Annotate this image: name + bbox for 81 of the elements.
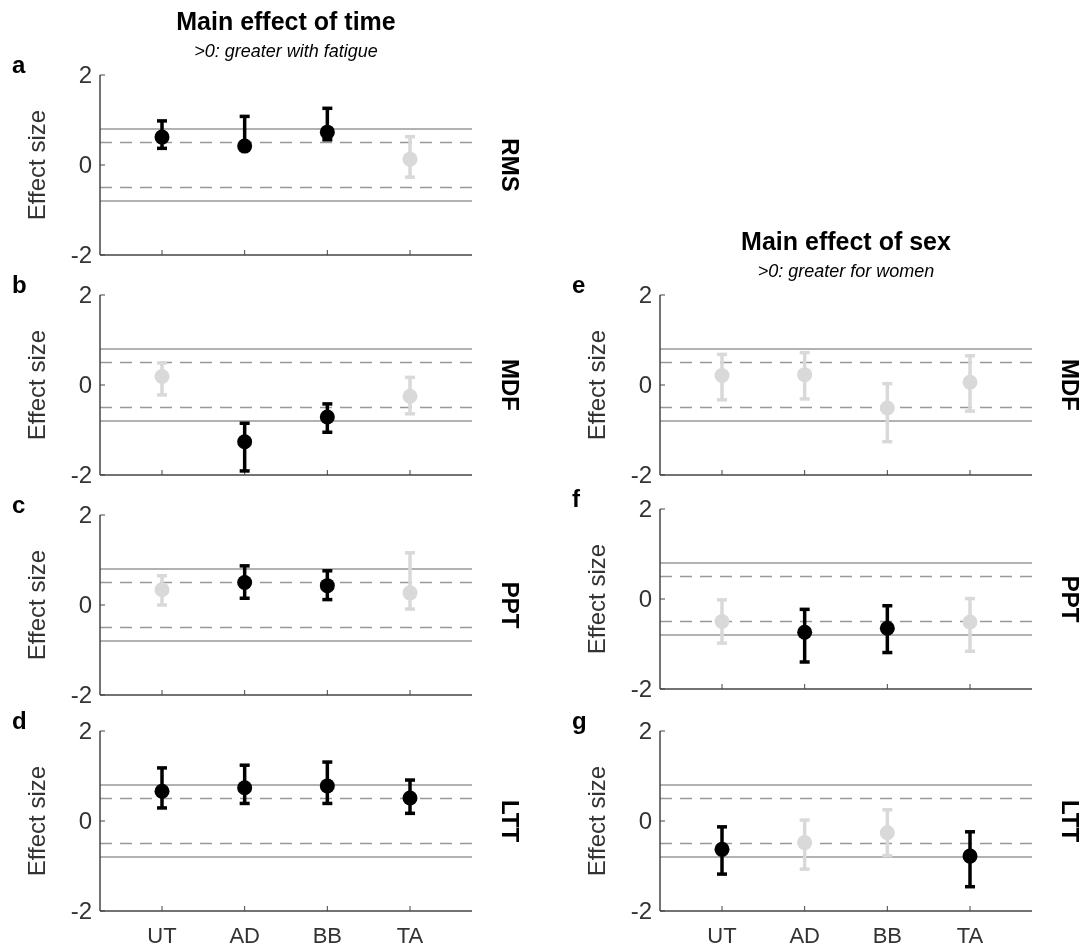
text: b [12,271,27,298]
point [402,585,418,601]
y-tick-label: -2 [70,681,92,709]
y2-axis-title: LTT [1057,799,1084,843]
y2-axis-title: LTT [497,799,524,843]
x-tick-label: BB [872,923,903,947]
text: c [12,491,26,518]
point [402,151,418,167]
point [962,614,978,630]
chart-title: Main effect of sex [741,227,951,255]
y-tick-label: 0 [638,807,652,835]
x-tick-label: UT [147,923,177,947]
y-axis-title: Effect size [23,549,50,661]
y2-axis-title: MDF [1057,359,1084,411]
y-tick-label: -2 [70,897,92,925]
y-tick-label: -2 [630,461,652,489]
point [962,848,978,864]
chart-subtitle: >0: greater for women [757,261,935,281]
point [154,129,170,145]
point [237,575,253,590]
y-axis-title: Effect size [583,765,610,877]
text: d [12,707,27,734]
point [237,780,253,796]
point [797,835,813,851]
chart-title: Main effect of time [176,7,396,35]
y-tick-label: 2 [638,717,652,745]
point [154,582,170,598]
y-axis-title: Effect size [583,329,610,441]
text: a [12,51,26,78]
point [319,578,335,594]
point [714,614,730,629]
y2-axis-title: PPT [497,581,524,629]
x-tick-label: TA [956,923,984,947]
point [714,841,730,857]
y-tick-label: -2 [630,897,652,925]
point [154,368,170,384]
y-axis-title: Effect size [23,329,50,441]
point [319,778,335,794]
y-tick-label: 0 [638,371,652,399]
y-tick-label: 0 [78,371,92,399]
point [797,624,813,640]
y-tick-label: 2 [78,281,92,309]
point [402,388,418,404]
y-tick-label: 2 [638,281,652,309]
y-tick-label: 0 [78,151,92,179]
text: f [572,485,581,512]
x-tick-label: UT [707,923,737,947]
chart-subtitle: >0: greater with fatigue [194,41,378,61]
y-tick-label: -2 [70,461,92,489]
point [402,790,418,806]
y-tick-label: 0 [78,807,92,835]
text: e [572,271,586,298]
y-tick-label: 2 [638,495,652,523]
y2-axis-title: MDF [497,359,524,411]
y-axis-title: Effect size [23,765,50,877]
y-tick-label: 2 [78,501,92,529]
point [879,400,895,416]
point [714,368,730,384]
y-tick-label: 0 [78,591,92,619]
point [962,374,978,390]
point [237,138,253,154]
point [319,409,335,425]
y2-axis-title: PPT [1057,575,1084,623]
y-axis-title: Effect size [583,543,610,655]
y-tick-label: -2 [630,675,652,703]
point [154,783,170,799]
y-tick-label: 0 [638,585,652,613]
x-tick-label: AD [229,923,260,947]
point [797,367,813,383]
y-tick-label: 2 [78,61,92,89]
y2-axis-title: RMS [497,138,524,192]
point [879,825,895,841]
text: g [572,707,587,734]
point [879,620,895,636]
y-tick-label: -2 [70,241,92,269]
y-axis-title: Effect size [23,109,50,221]
y-tick-label: 2 [78,717,92,745]
x-tick-label: TA [396,923,424,947]
point [237,434,253,450]
x-tick-label: AD [789,923,820,947]
x-tick-label: BB [312,923,343,947]
